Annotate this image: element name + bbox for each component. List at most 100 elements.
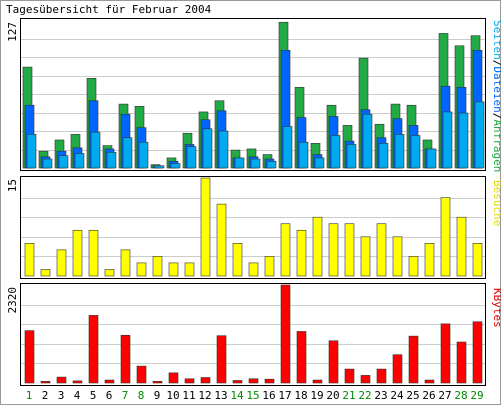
pages-bar xyxy=(234,157,245,169)
kbytes-bar xyxy=(456,341,467,384)
day-label: 23 xyxy=(374,389,387,402)
kbytes-bar xyxy=(424,379,435,384)
kbytes-bar xyxy=(120,334,131,384)
day-label: 6 xyxy=(106,389,113,402)
visits-bar xyxy=(360,236,371,277)
visits-legend: Besuche xyxy=(491,180,501,226)
visits-bar xyxy=(104,269,115,277)
visits-bar xyxy=(216,203,227,277)
legend-sep-2: / xyxy=(491,113,501,120)
kbytes-bar xyxy=(312,379,323,384)
kbytes-bar xyxy=(280,284,291,384)
day-label: 10 xyxy=(166,389,179,402)
kbytes-bar xyxy=(232,380,243,384)
legend-files: Dateien xyxy=(491,66,501,112)
legend-hits: Anfragen xyxy=(491,119,501,172)
visits-bar xyxy=(264,256,275,277)
pages-bar xyxy=(362,113,373,169)
kbytes-bar xyxy=(56,376,67,384)
kbytes-bar xyxy=(296,331,307,384)
visits-bar xyxy=(376,223,387,277)
kbytes-bar xyxy=(328,340,339,384)
kbytes-bar xyxy=(184,378,195,384)
day-label: 16 xyxy=(262,389,275,402)
pages-bar xyxy=(202,128,213,169)
hits-legend: Seiten/Dateien/Anfragen xyxy=(491,20,501,172)
visits-bar xyxy=(440,197,451,277)
kbytes-bar xyxy=(216,335,227,384)
day-label: 4 xyxy=(74,389,81,402)
pages-bar xyxy=(74,153,85,169)
hits-ymax-label: 127 xyxy=(6,22,19,42)
kbytes-bar xyxy=(440,323,451,384)
kbytes-bar xyxy=(248,378,259,384)
day-labels: 1 2 3 4 5 6 7 8 9 10 11 12 13 14 15 16 17 18 19 20 21 22 23 24 2… xyxy=(26,389,484,402)
pages-bar xyxy=(26,134,37,169)
pages-bar xyxy=(346,144,357,169)
kbytes-bar xyxy=(376,368,387,384)
day-label: 7 xyxy=(122,389,129,402)
kbytes-bar xyxy=(200,377,211,384)
kbytes-ymax-label: 2320 xyxy=(6,287,19,314)
visits-bar xyxy=(152,256,163,277)
pages-bar xyxy=(122,137,133,169)
visits-bar xyxy=(24,243,35,277)
pages-bar xyxy=(330,135,341,169)
day-label: 19 xyxy=(310,389,323,402)
kbytes-bar xyxy=(152,381,163,384)
day-label: 11 xyxy=(182,389,195,402)
visits-bar xyxy=(56,249,67,277)
visits-bar xyxy=(200,177,211,277)
visits-bar xyxy=(328,223,339,277)
kbytes-legend: KBytes xyxy=(491,288,501,328)
day-label: 5 xyxy=(90,389,97,402)
kbytes-bar xyxy=(72,380,83,384)
day-label: 12 xyxy=(198,389,211,402)
pages-bar xyxy=(154,165,165,169)
visits-bar xyxy=(408,256,419,277)
hits-bars xyxy=(22,21,485,169)
pages-bar xyxy=(170,163,181,169)
day-label: 3 xyxy=(58,389,65,402)
visits-bar xyxy=(424,243,435,277)
kbytes-bar xyxy=(88,315,99,384)
legend-pages: Seiten xyxy=(491,20,501,60)
legend-visits: Besuche xyxy=(491,180,501,226)
visits-bar xyxy=(120,249,131,277)
day-label: 29 xyxy=(470,389,483,402)
visits-bar xyxy=(232,243,243,277)
pages-bar xyxy=(282,126,293,169)
day-label: 1 xyxy=(26,389,33,402)
pages-bar xyxy=(410,135,421,169)
pages-bar xyxy=(218,130,229,169)
chart-title: Tagesübersicht für Februar 2004 xyxy=(6,3,212,16)
kbytes-bar xyxy=(104,379,115,384)
day-label: 18 xyxy=(294,389,307,402)
visits-bar xyxy=(296,229,307,277)
day-label: 13 xyxy=(214,389,227,402)
visits-bar xyxy=(392,236,403,277)
day-label: 8 xyxy=(138,389,145,402)
kbytes-bar xyxy=(24,330,35,384)
visits-gridlines xyxy=(21,198,485,257)
pages-bar xyxy=(378,143,389,169)
pages-bar xyxy=(458,112,469,169)
kbytes-panel: 2320 KBytes xyxy=(6,283,501,386)
kbytes-bar xyxy=(344,368,355,384)
visits-bar xyxy=(344,223,355,277)
day-label: 24 xyxy=(390,389,404,402)
visits-bar xyxy=(312,216,323,277)
visits-bar xyxy=(184,262,195,277)
day-label: 27 xyxy=(438,389,451,402)
visits-bar xyxy=(280,223,291,277)
pages-bar xyxy=(138,141,149,169)
day-label: 22 xyxy=(358,389,371,402)
kbytes-bar xyxy=(360,375,371,384)
day-label: 2 xyxy=(42,389,49,402)
pages-bar xyxy=(106,152,117,169)
pages-bar xyxy=(186,146,197,169)
pages-bar xyxy=(298,141,309,169)
day-label: 17 xyxy=(278,389,291,402)
legend-kbytes: KBytes xyxy=(491,288,501,328)
visits-bars xyxy=(24,177,483,277)
